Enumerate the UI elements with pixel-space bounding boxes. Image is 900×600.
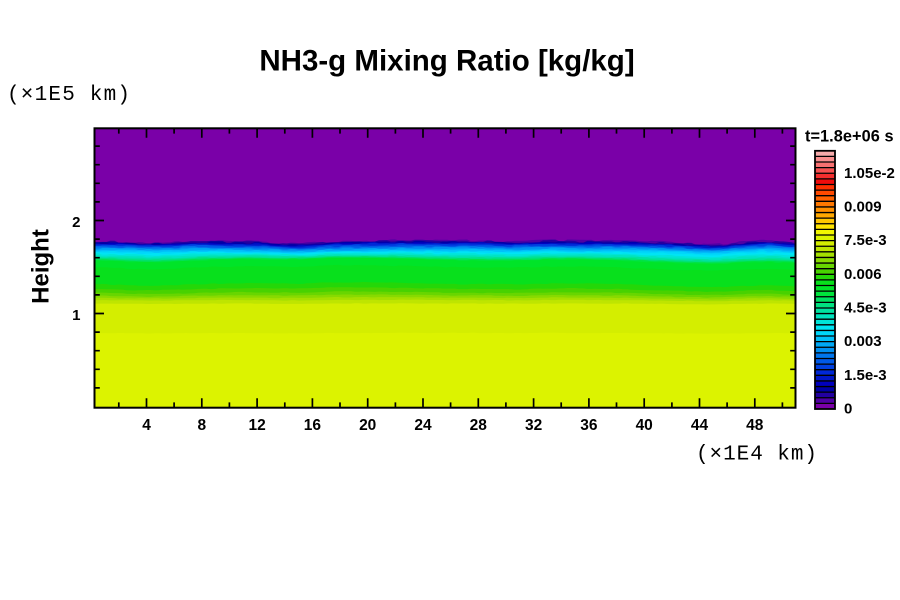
svg-text:36: 36 (580, 417, 598, 434)
svg-text:4: 4 (142, 417, 151, 434)
svg-text:0.006: 0.006 (844, 266, 882, 283)
svg-text:48: 48 (746, 417, 764, 434)
svg-text:1.05e-2: 1.05e-2 (844, 165, 895, 182)
svg-text:16: 16 (304, 417, 322, 434)
svg-text:0.003: 0.003 (844, 333, 882, 350)
svg-text:8: 8 (197, 417, 206, 434)
svg-text:12: 12 (248, 417, 265, 434)
svg-text:NH3-g Mixing Ratio [kg/kg]: NH3-g Mixing Ratio [kg/kg] (259, 45, 634, 78)
svg-text:(×1E5 km): (×1E5 km) (7, 84, 130, 107)
svg-text:1.5e-3: 1.5e-3 (844, 367, 887, 384)
svg-text:24: 24 (414, 417, 432, 434)
svg-text:t=1.8e+06 s: t=1.8e+06 s (805, 127, 894, 145)
svg-text:44: 44 (691, 417, 709, 434)
svg-text:Height: Height (28, 229, 55, 304)
svg-text:20: 20 (359, 417, 376, 434)
svg-text:1: 1 (72, 307, 80, 324)
svg-text:7.5e-3: 7.5e-3 (844, 232, 887, 249)
svg-text:40: 40 (636, 417, 653, 434)
svg-text:28: 28 (470, 417, 488, 434)
svg-text:(×1E4 km): (×1E4 km) (696, 444, 817, 467)
svg-text:2: 2 (72, 214, 80, 231)
svg-text:0.009: 0.009 (844, 198, 882, 215)
svg-text:0: 0 (844, 401, 852, 418)
svg-text:32: 32 (525, 417, 542, 434)
svg-text:4.5e-3: 4.5e-3 (844, 300, 887, 317)
